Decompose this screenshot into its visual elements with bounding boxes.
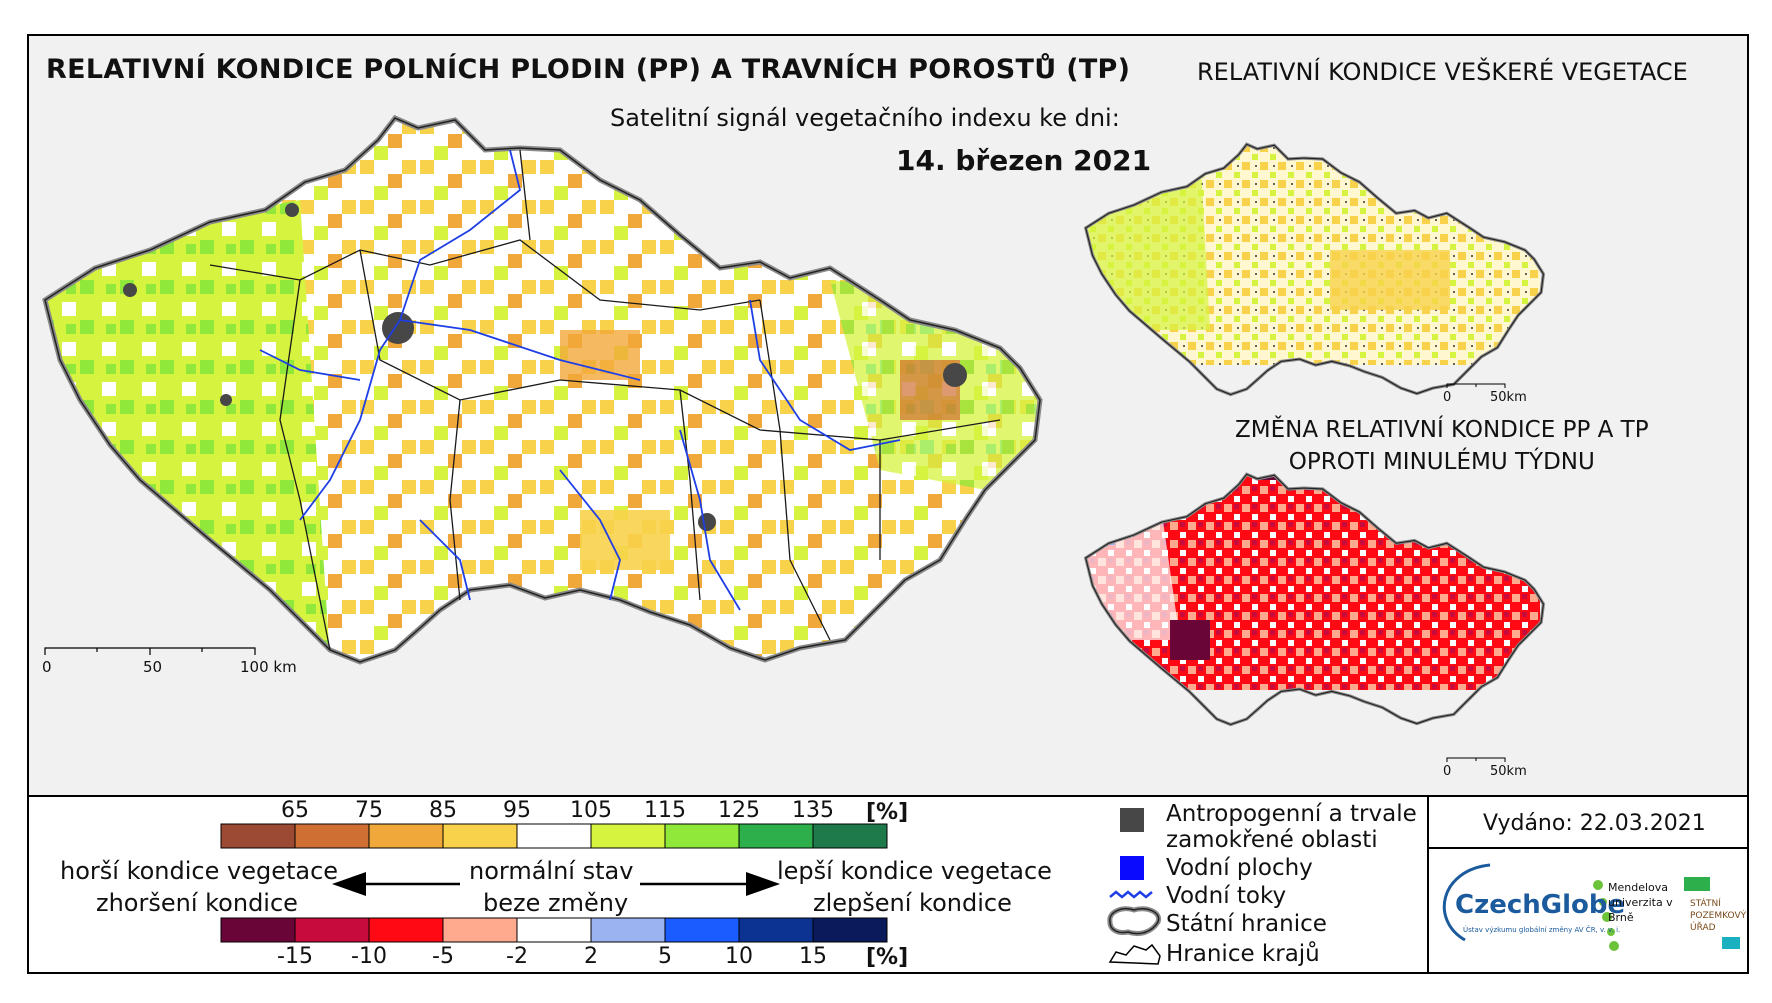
legend-water-areas: Vodní plochy [1166,855,1313,881]
legend-anthropogenic-1: Antropogenní a trvale [1166,801,1417,827]
legend-region-border: Hranice krajů [1166,941,1320,967]
spu-logo: STÁTNÍ POZEMKOVÝ ÚŘAD [1690,899,1747,933]
better-caption-2: zlepšení kondice [813,889,1012,917]
mendel-logo: Mendelova univerzita v Brně [1608,881,1673,924]
issued-divider [1427,847,1749,849]
scale-tick-50: 50 [143,658,163,676]
condition-unit: [%] [866,800,909,825]
condition-scale-tick: 65 [281,798,309,823]
small-scalebar-2 [1446,757,1506,762]
legend-rivers: Vodní toky [1166,883,1287,909]
small-scale-tick-50: 50km [1490,390,1527,405]
change-unit: [%] [866,945,909,970]
normal-caption-1: normální stav [469,857,634,885]
main-title: RELATIVNÍ KONDICE POLNÍCH PLODIN (PP) A … [46,54,1131,85]
change-scale-tick: 5 [658,944,672,969]
condition-scale-tick: 85 [429,798,457,823]
subtitle: Satelitní signál vegetačního indexu ke d… [610,104,1120,132]
condition-scale-tick: 105 [570,798,612,823]
change-scale-tick: 2 [584,944,598,969]
change-scale-tick: -5 [432,944,454,969]
condition-scale-tick: 115 [644,798,686,823]
main-condition-map [45,118,1040,662]
issued-date: Vydáno: 22.03.2021 [1483,811,1706,836]
change-title-line1: ZMĚNA RELATIVNÍ KONDICE PP A TP [1235,417,1649,443]
czechglobe-logo-sub: Ústav výzkumu globální změny AV ČR, v. v… [1463,926,1621,934]
condition-scale-tick: 135 [792,798,834,823]
change-scale-tick: -15 [277,944,313,969]
legend-anthropogenic-2: zamokřené oblasti [1166,827,1378,853]
change-map-title: ZMĚNA RELATIVNÍ KONDICE PP A TP OPROTI M… [1235,414,1649,478]
better-caption-1: lepší kondice vegetace [777,857,1052,885]
czechglobe-logo: CzechGlobe [1455,890,1626,920]
change-title-line2: OPROTI MINULÉMU TÝDNU [1288,449,1595,475]
worse-caption-1: horší kondice vegetace [60,857,339,885]
change-scale-tick: 10 [725,944,753,969]
vegetation-map-title: RELATIVNÍ KONDICE VEŠKERÉ VEGETACE [1197,58,1688,86]
change-scale-tick: -2 [506,944,528,969]
worse-caption-2: zhoršení kondice [96,889,298,917]
small2-scale-tick-0: 0 [1443,764,1452,779]
region-borders-main [209,149,1001,651]
condition-scale-tick: 95 [503,798,531,823]
normal-caption-2: beze změny [483,889,629,917]
main-scalebar [44,647,256,655]
small2-scale-tick-50: 50km [1490,764,1527,779]
rivers-main [259,149,901,611]
condition-scale-tick: 75 [355,798,383,823]
change-scale-tick: 15 [799,944,827,969]
scale-tick-0: 0 [42,658,52,676]
small-scalebar-1 [1446,383,1506,388]
date-label: 14. březen 2021 [896,144,1152,177]
legend-state-border: Státní hranice [1166,911,1327,937]
condition-scale-tick: 125 [718,798,760,823]
change-scale-tick: -10 [351,944,387,969]
legend-divider [1427,795,1429,974]
small-scale-tick-0: 0 [1443,390,1452,405]
scale-tick-100: 100 km [240,658,297,676]
